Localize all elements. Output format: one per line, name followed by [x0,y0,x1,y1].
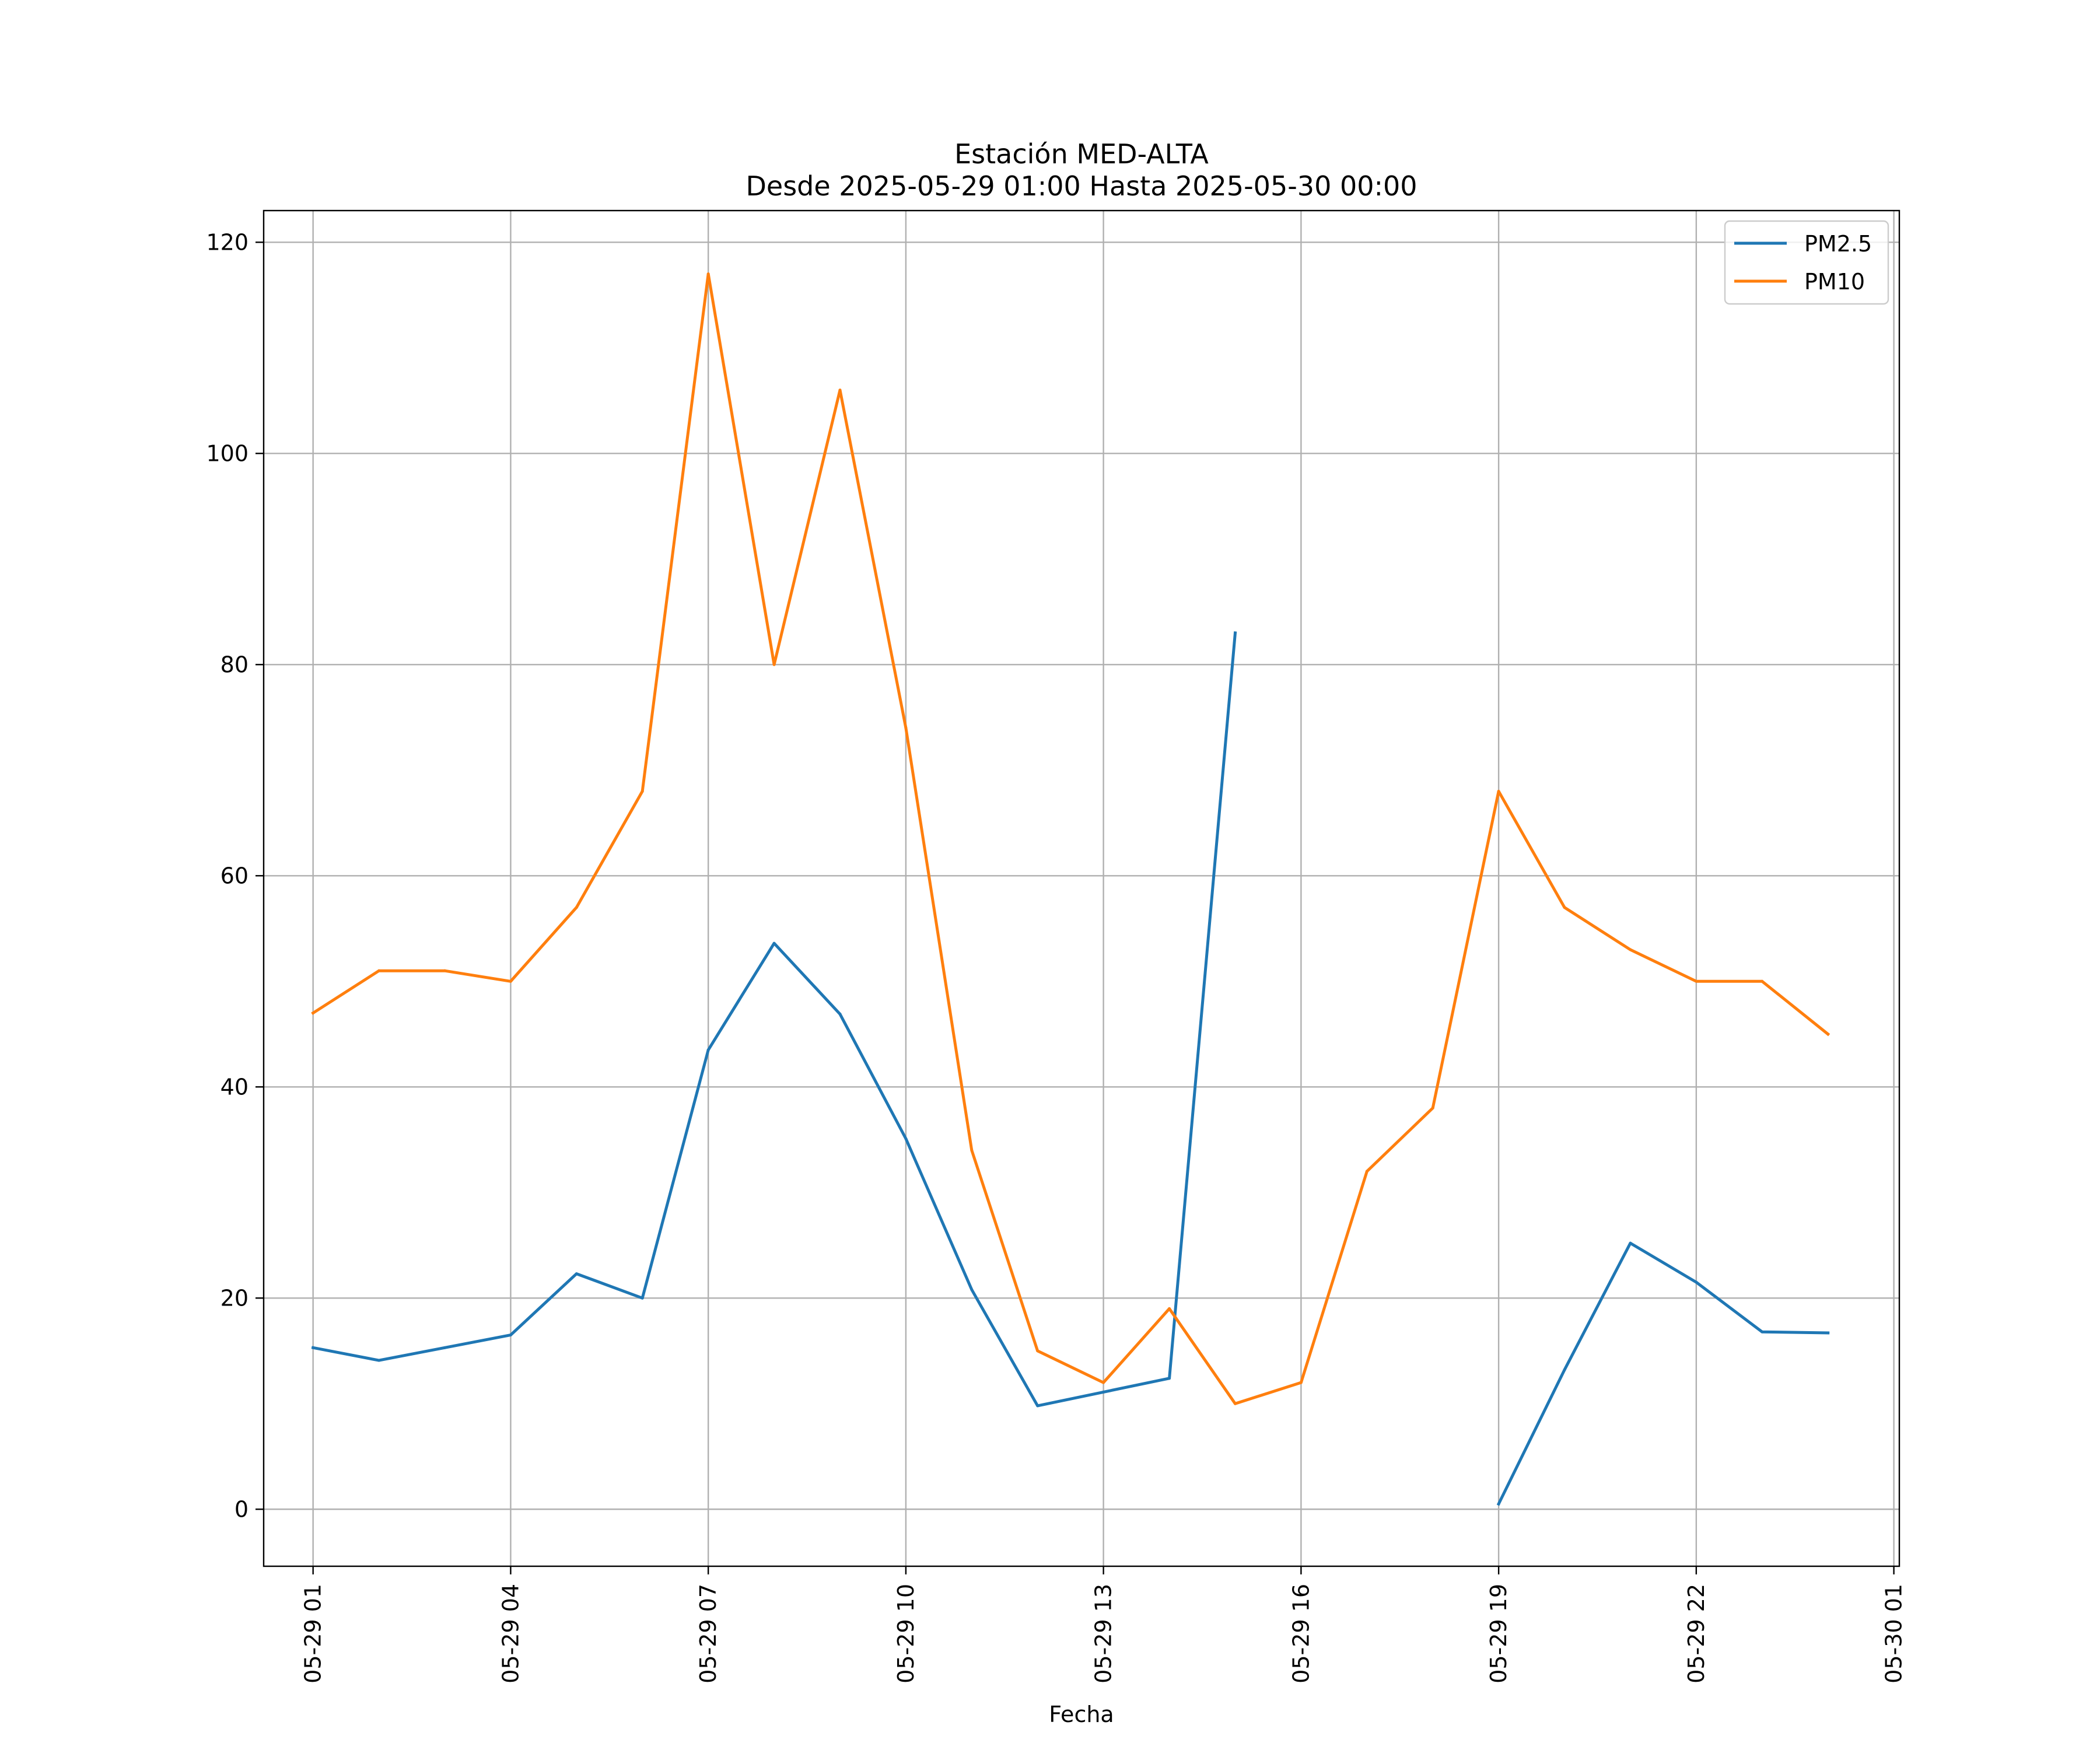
data-point-pm10 [1102,1381,1105,1384]
x-tick-label: 05-29 04 [498,1584,523,1684]
grid-layer [264,211,1899,1566]
data-point-pm10 [904,726,908,730]
data-point-pm10 [1036,1349,1040,1353]
data-point-pm25 [970,1288,974,1292]
x-tick-label: 05-29 22 [1684,1584,1709,1684]
data-point-pm25 [1102,1390,1105,1394]
data-point-pm10 [443,969,447,972]
data-point-pm10 [377,969,381,972]
data-point-pm25 [772,942,776,945]
data-point-pm25 [377,1359,381,1362]
data-point-pm10 [838,388,842,392]
data-point-pm10 [575,906,578,909]
data-point-pm25 [640,1296,644,1300]
data-point-pm25 [1563,1368,1566,1371]
data-point-pm25 [1760,1330,1764,1334]
data-point-pm10 [640,789,644,793]
data-point-pm10 [1629,948,1632,951]
x-tick-label: 05-29 07 [695,1584,721,1684]
data-point-pm25 [1826,1331,1830,1335]
data-point-pm10 [1299,1381,1303,1384]
data-point-pm10 [1826,1032,1830,1036]
data-point-pm25 [1695,1280,1698,1284]
data-point-pm10 [1233,1402,1237,1405]
x-tick-label: 05-29 10 [893,1584,919,1684]
data-point-pm25 [1036,1404,1040,1408]
series-layer [311,272,1831,1506]
data-point-pm10 [1431,1106,1434,1110]
plot-frame [262,209,1901,1567]
x-tick-label: 05-30 01 [1881,1584,1907,1684]
data-point-pm25 [1497,1502,1500,1506]
data-point-pm25 [443,1346,447,1349]
data-point-pm25 [1233,631,1237,635]
data-point-pm25 [838,1012,842,1016]
data-point-pm10 [772,663,776,666]
data-point-pm10 [706,272,710,276]
data-point-pm10 [1168,1307,1171,1310]
data-point-pm10 [1695,979,1698,983]
legend-label-pm10: PM10 [1804,269,1865,295]
data-point-pm10 [1760,979,1764,983]
ticks-layer: 0 20 40 60 80 100 120 05-29 01 05-29 04 05-29 07 0… [206,229,1906,1684]
data-point-pm10 [509,979,512,983]
data-point-pm25 [706,1048,710,1052]
y-tick-label: 40 [220,1074,249,1100]
x-tick-label: 05-29 13 [1091,1584,1116,1684]
chart-title-line1: Estación MED-ALTA [954,138,1209,170]
y-tick-label: 80 [220,652,249,677]
data-point-pm10 [312,1012,315,1015]
data-point-pm25 [312,1346,315,1349]
data-point-pm10 [1497,789,1500,793]
x-tick-label: 05-29 01 [300,1584,326,1684]
data-point-pm10 [1365,1170,1368,1173]
series-line-pm10 [311,272,1831,1405]
y-tick-label: 100 [206,440,249,466]
legend-label-pm25: PM2.5 [1804,231,1872,257]
data-point-pm25 [1629,1241,1632,1245]
x-tick-label: 05-29 16 [1288,1584,1314,1684]
y-tick-label: 120 [206,229,249,255]
x-axis-label: Fecha [1049,1702,1114,1727]
data-point-pm10 [970,1149,974,1152]
y-tick-label: 20 [220,1285,249,1311]
data-point-pm25 [1168,1377,1171,1380]
data-point-pm10 [1563,906,1566,909]
data-point-pm25 [904,1137,908,1140]
y-tick-label: 60 [220,863,249,888]
x-tick-label: 05-29 19 [1486,1584,1511,1684]
legend: PM2.5 PM10 [1724,220,1889,305]
data-point-pm25 [575,1272,578,1276]
chart-title-line2: Desde 2025-05-29 01:00 Hasta 2025-05-30 … [746,170,1417,202]
data-point-pm25 [509,1334,512,1337]
y-tick-label: 0 [235,1496,249,1522]
